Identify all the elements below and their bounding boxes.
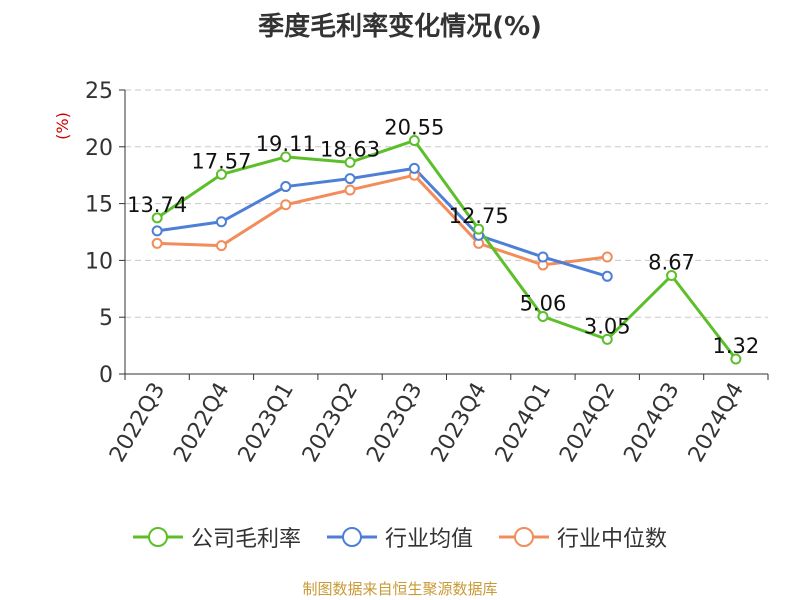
data-point <box>601 270 613 282</box>
series-line <box>157 173 608 267</box>
data-label: 1.32 <box>712 334 759 358</box>
legend-label: 行业中位数 <box>557 527 668 552</box>
series-lines <box>156 139 738 360</box>
data-point <box>537 311 549 323</box>
chart-title: 季度毛利率变化情况(%) <box>258 12 542 42</box>
x-tick-label: 2022Q3 <box>105 379 170 467</box>
data-point <box>408 135 420 147</box>
data-point <box>280 181 292 193</box>
data-point <box>280 151 292 163</box>
data-point <box>280 199 292 211</box>
legend-marker-icon <box>132 527 183 547</box>
legend-item[interactable]: 行业中位数 <box>499 521 667 553</box>
x-tick-label: 2023Q1 <box>234 379 299 467</box>
data-point <box>601 251 613 263</box>
data-label: 18.63 <box>320 137 380 161</box>
data-point <box>537 251 549 263</box>
data-point <box>730 353 742 365</box>
source-note: 制图数据来自恒生聚源数据库 <box>302 580 498 598</box>
x-tick-label: 2024Q1 <box>491 379 556 467</box>
y-tick-label: 0 <box>99 363 113 388</box>
legend-label: 公司毛利率 <box>190 527 301 552</box>
x-tick-label: 2023Q2 <box>298 379 363 467</box>
y-tick-label: 25 <box>85 79 113 104</box>
legend-marker-icon <box>326 527 377 547</box>
x-tick-label: 2023Q4 <box>427 379 492 467</box>
y-axis-label: (%) <box>53 112 72 140</box>
data-label: 19.11 <box>256 132 316 156</box>
data-point <box>151 237 163 249</box>
data-point <box>344 173 356 185</box>
legend-item[interactable]: 公司毛利率 <box>132 521 301 553</box>
x-tick-label: 2022Q4 <box>169 379 234 467</box>
data-point <box>408 162 420 174</box>
data-label: 13.74 <box>127 193 187 217</box>
data-label: 5.06 <box>520 292 567 316</box>
data-label: 12.75 <box>449 204 509 228</box>
y-tick-label: 5 <box>99 306 113 331</box>
x-tick-label: 2023Q3 <box>362 379 427 467</box>
data-point <box>666 270 678 282</box>
y-tick-label: 15 <box>85 193 113 218</box>
series-line <box>156 139 738 360</box>
data-point <box>601 333 613 345</box>
data-point <box>473 223 485 235</box>
legend-marker-icon <box>499 527 549 547</box>
data-label: 8.67 <box>648 251 695 275</box>
x-tick-label: 2024Q2 <box>555 379 620 467</box>
data-label: 17.57 <box>191 149 251 173</box>
series-line <box>156 166 608 278</box>
data-label: 3.05 <box>584 314 631 338</box>
data-point <box>215 240 227 252</box>
y-tick-label: 20 <box>85 136 113 161</box>
x-tick-label: 2024Q3 <box>619 379 684 467</box>
data-point <box>151 212 163 224</box>
x-axis: 2022Q32022Q42023Q12023Q22023Q32023Q42024… <box>105 373 769 467</box>
data-point <box>215 216 227 228</box>
legend-label: 行业均值 <box>384 527 473 552</box>
data-point <box>344 184 356 196</box>
x-tick-label: 2024Q4 <box>684 379 749 467</box>
y-tick-label: 10 <box>85 249 113 274</box>
series-points <box>151 135 742 365</box>
data-label: 20.55 <box>384 116 444 140</box>
data-point <box>151 225 163 237</box>
legend-item[interactable]: 行业均值 <box>326 521 473 553</box>
data-point <box>344 156 356 168</box>
y-axis: 0 5 10 15 20 25 (%) <box>53 79 126 388</box>
data-point <box>215 168 227 180</box>
legend: 公司毛利率 行业均值 行业中位数 <box>0 520 800 554</box>
